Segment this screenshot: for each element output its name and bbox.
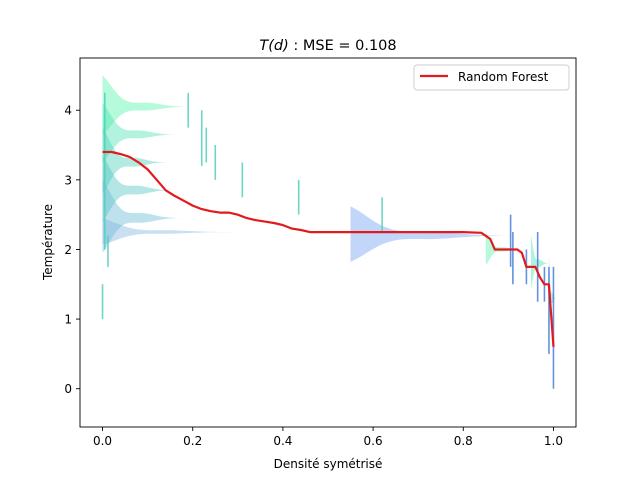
chart-title-italic: T(d) [259, 38, 288, 54]
y-axis: 0 1 2 3 4 [64, 104, 80, 396]
distribution-shape [102, 218, 238, 245]
distribution-shape [350, 206, 518, 262]
y-tick-label: 2 [64, 243, 72, 257]
legend: Random Forest [413, 64, 570, 91]
legend-box [413, 64, 570, 91]
y-tick-label: 0 [64, 382, 72, 396]
distribution-shape [530, 235, 549, 289]
distribution-layer [102, 75, 556, 336]
x-tick-label: 0.0 [93, 434, 112, 448]
series-layer [102, 150, 555, 347]
y-tick-label: 4 [64, 104, 72, 118]
legend-label: Random Forest [458, 70, 549, 84]
x-tick-label: 1.0 [544, 434, 563, 448]
y-tick-label: 3 [64, 173, 72, 187]
x-tick-label: 0.2 [183, 434, 202, 448]
x-axis: 0.0 0.2 0.4 0.6 0.8 1.0 [93, 427, 563, 448]
chart-title: T(d) : MSE = 0.108 [259, 38, 396, 54]
distribution-shape [102, 75, 193, 135]
y-tick-label: 1 [64, 313, 72, 327]
plot-frame [79, 57, 577, 428]
x-tick-label: 0.4 [273, 434, 292, 448]
chart-title-rest: : MSE = 0.108 [289, 38, 397, 54]
distribution-shape [548, 256, 556, 336]
distribution-shape [102, 155, 175, 222]
x-axis-label: Densité symétrisé [274, 457, 383, 471]
distribution-shape [102, 179, 184, 253]
x-tick-label: 0.8 [454, 434, 473, 448]
x-tick-label: 0.6 [364, 434, 383, 448]
distribution-shape [102, 103, 180, 163]
series-line-random-forest [102, 150, 555, 347]
y-axis-label: Température [41, 204, 55, 281]
